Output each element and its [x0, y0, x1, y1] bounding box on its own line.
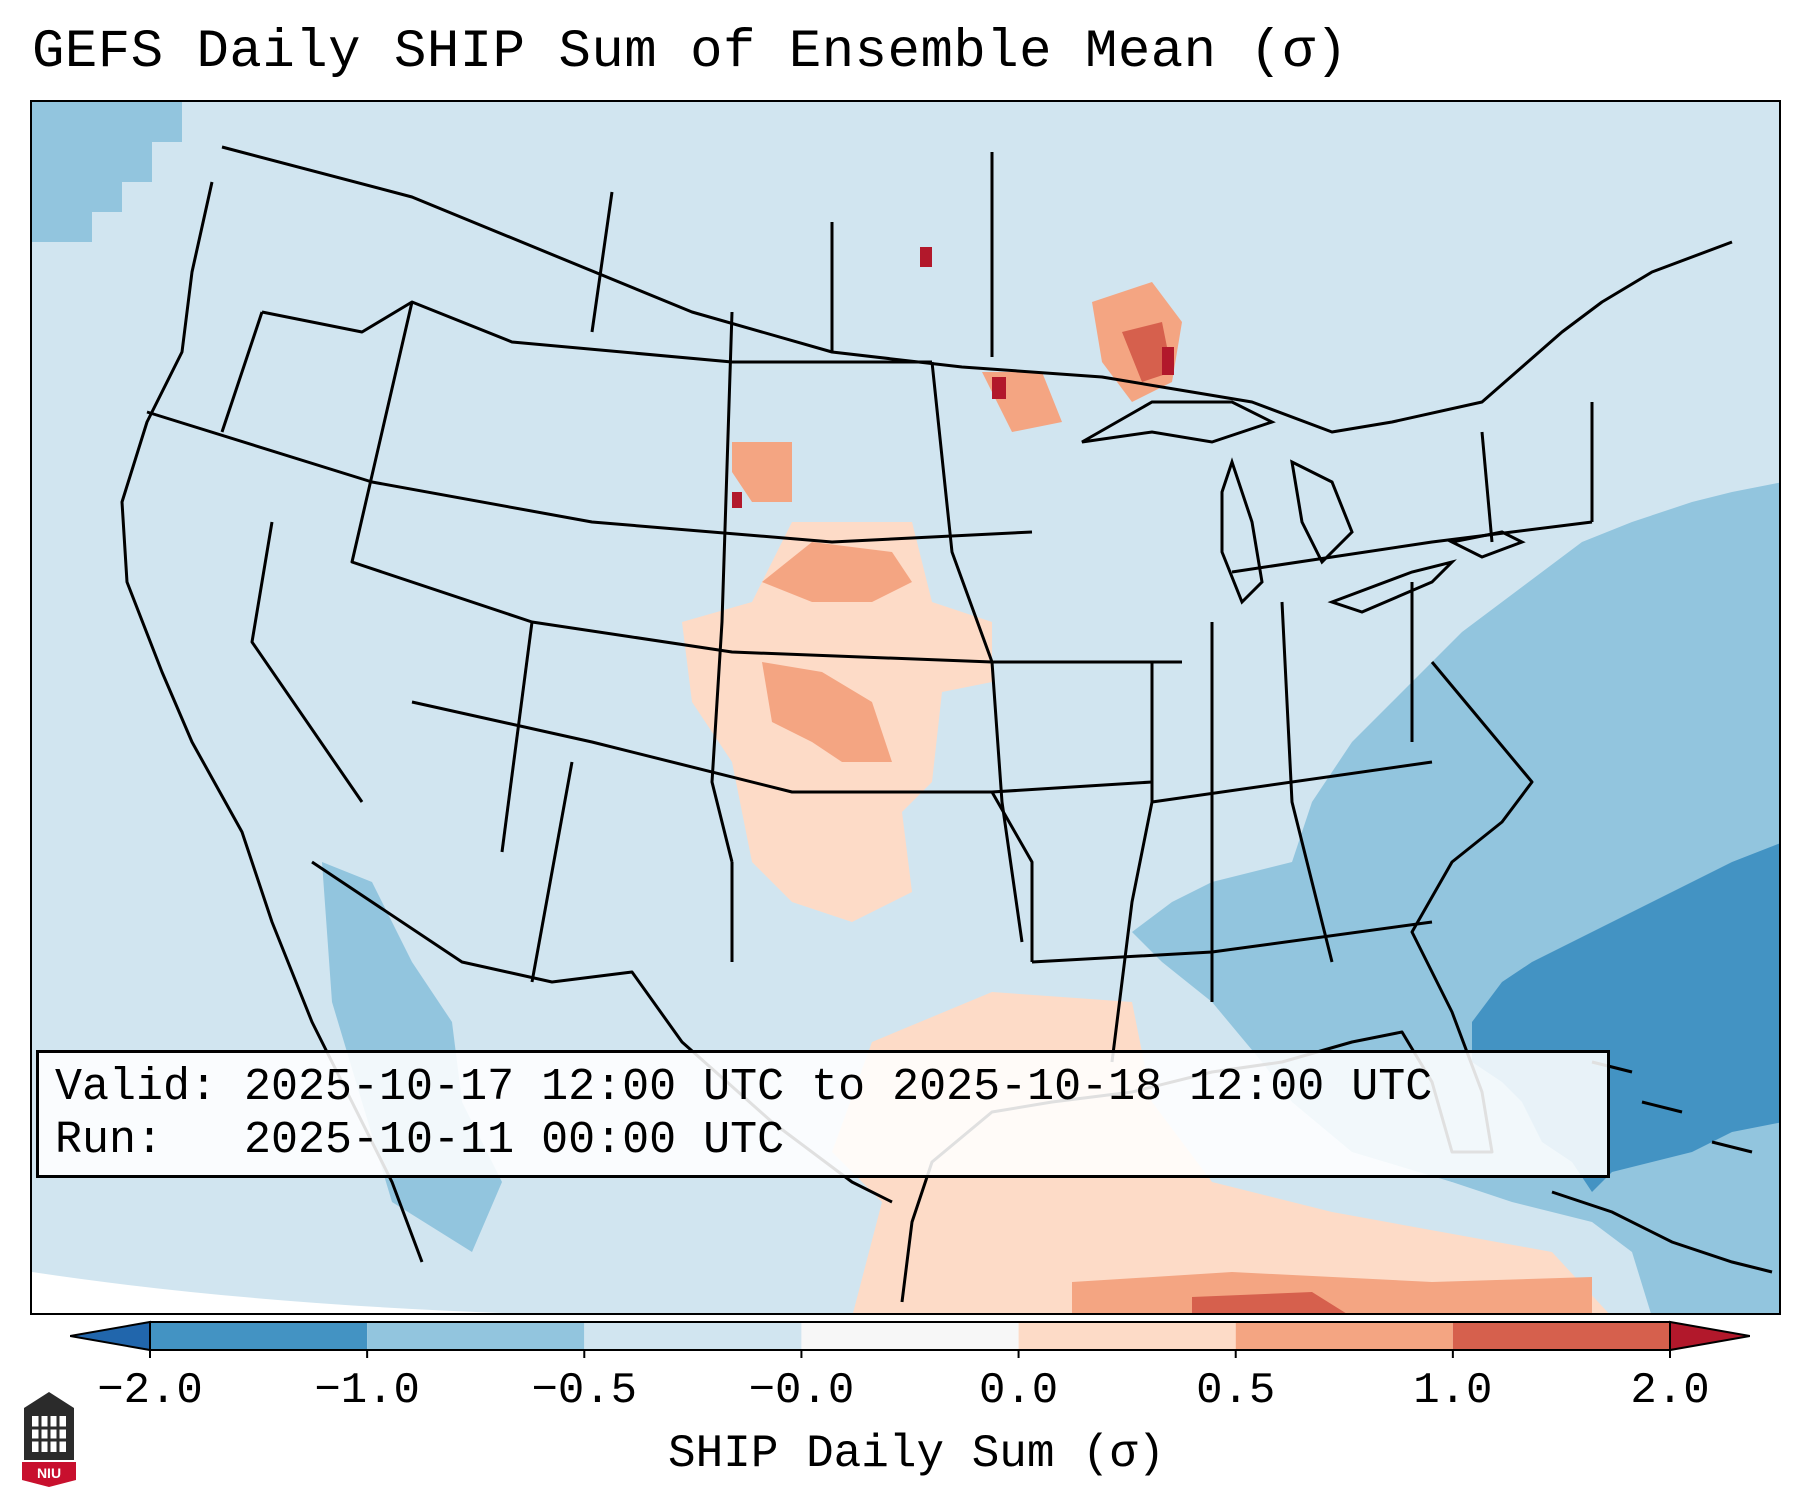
colorbar-tick-label: −0.0 [748, 1366, 855, 1416]
colorbar-segment [1018, 1322, 1236, 1350]
colorbar-border [149, 1321, 1671, 1351]
pacific-negative-area [32, 102, 182, 242]
colorbar-tick-label: −0.5 [531, 1366, 638, 1416]
outside-projection [32, 1272, 503, 1313]
colorbar-tick-label: 0.5 [1196, 1366, 1276, 1416]
lakes-positive-max [1162, 347, 1174, 375]
colorbar-tick-label: −1.0 [314, 1366, 420, 1416]
colorbar-tick-label: 1.0 [1413, 1366, 1493, 1416]
niu-logo-text: NIU [37, 1465, 61, 1481]
colorbar-over-arrow [1669, 1320, 1750, 1352]
caribbean-islands [1551, 1060, 1773, 1274]
lakes-positive-strong [1122, 322, 1172, 382]
colorbar [70, 1320, 1750, 1358]
nd-positive-max [920, 247, 932, 267]
lake-huron [1290, 459, 1354, 565]
colorbar-segment [367, 1322, 585, 1350]
lake-ontario [1447, 530, 1526, 559]
lake-erie [1327, 559, 1457, 614]
colorbar-segment [1452, 1322, 1670, 1350]
canada-border [221, 145, 1733, 434]
colorbar-segment [150, 1322, 368, 1350]
plains-positive-mid-2 [762, 662, 892, 762]
colorbar-tick-label: 2.0 [1630, 1366, 1710, 1416]
lake-michigan [1220, 457, 1264, 605]
chart-title: GEFS Daily SHIP Sum of Ensemble Mean (σ) [32, 22, 1349, 83]
cuba-outline [1551, 1190, 1773, 1274]
valid-run-info-box: Valid: 2025-10-17 12:00 UTC to 2025-10-1… [36, 1050, 1610, 1178]
gulf-positive-strong [1192, 1292, 1346, 1313]
colorbar-label: SHIP Daily Sum (σ) [668, 1428, 1165, 1480]
dakota-positive-area [732, 442, 792, 502]
niu-logo: NIU [22, 1392, 76, 1487]
plains-positive-mid [762, 542, 912, 602]
colorbar-under-arrow [70, 1320, 151, 1352]
colorbar-segment [584, 1322, 802, 1350]
great-lakes [1081, 400, 1526, 614]
mn-positive-max [992, 377, 1006, 399]
dakota-positive-max [732, 492, 742, 508]
valid-time-text: Valid: 2025-10-17 12:00 UTC to 2025-10-1… [55, 1062, 1433, 1113]
colorbar-tick-label: −2.0 [97, 1366, 203, 1416]
run-time-text: Run: 2025-10-11 00:00 UTC [55, 1115, 785, 1166]
colorbar-segment [801, 1322, 1019, 1350]
lake-superior [1081, 400, 1276, 444]
colorbar-segment [1235, 1322, 1453, 1350]
colorbar-tick-label: 0.0 [978, 1366, 1059, 1416]
